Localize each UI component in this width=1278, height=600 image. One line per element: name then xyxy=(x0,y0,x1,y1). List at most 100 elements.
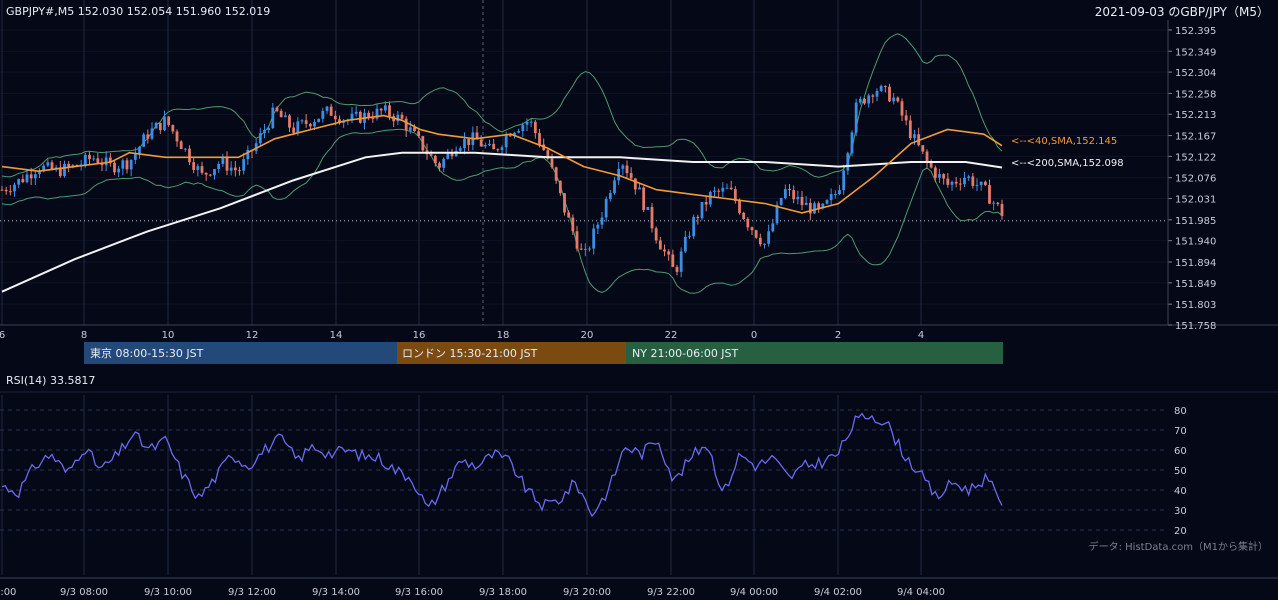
candle-body xyxy=(350,113,354,121)
candle-body xyxy=(133,153,137,160)
candle-body xyxy=(146,134,150,139)
rsi-tick-label: 30 xyxy=(1174,506,1187,517)
candle-body xyxy=(688,236,691,238)
candle-body xyxy=(317,118,321,122)
price-tick-label: 152.304 xyxy=(1175,68,1216,79)
candle-body xyxy=(958,183,962,185)
candle-body xyxy=(558,180,562,194)
candle-body xyxy=(938,174,941,178)
bollinger-bands xyxy=(1,33,1003,294)
candle-body xyxy=(475,132,479,140)
candle-body xyxy=(358,111,362,123)
hour-tick-label: 10 xyxy=(162,330,175,341)
session-bar: 東京 08:00-15:30 JST ロンドン 15:30-21:00 JST … xyxy=(84,342,1003,364)
bollinger-upper xyxy=(1,33,1003,178)
candle-body xyxy=(525,121,529,125)
candle-body xyxy=(371,117,375,119)
candle-body xyxy=(988,185,991,204)
candle-body xyxy=(29,174,33,179)
candle-body xyxy=(142,134,146,147)
session-ny xyxy=(626,342,1003,364)
candle-body xyxy=(46,162,50,166)
hour-tick-label: 6 xyxy=(0,330,5,341)
candle-body xyxy=(129,159,133,170)
candle-body xyxy=(196,166,200,170)
candle-body xyxy=(88,154,91,160)
time-tick-label: 9/4 04:00 xyxy=(897,587,945,598)
rsi-tick-label: 80 xyxy=(1174,406,1187,417)
hour-tick-label: 4 xyxy=(918,330,924,341)
candle-body xyxy=(325,106,329,111)
ohlc-title: GBPJPY#,M5 152.030 152.054 151.960 152.0… xyxy=(6,5,270,18)
candle-body xyxy=(246,149,250,160)
candle-body xyxy=(933,167,937,178)
candle-body xyxy=(104,157,108,166)
candle-body xyxy=(200,166,204,173)
candle-body xyxy=(33,174,37,179)
rsi-axis: 80 70 60 50 40 30 20 xyxy=(1174,406,1187,537)
candle-body xyxy=(833,194,837,196)
candle-body xyxy=(863,98,866,104)
candle-body xyxy=(204,172,208,175)
time-tick-label: 9/3 14:00 xyxy=(312,587,360,598)
hour-tick-label: 14 xyxy=(330,330,343,341)
candle-body xyxy=(800,196,804,206)
candle-body xyxy=(975,184,979,186)
rsi-grid xyxy=(0,391,1278,579)
candle-body xyxy=(717,190,721,192)
candle-body xyxy=(175,131,179,142)
candle-body xyxy=(167,116,171,125)
time-tick-label: 9/4 02:00 xyxy=(814,587,862,598)
candle-body xyxy=(263,130,266,134)
candle-body xyxy=(183,148,187,150)
candle-body xyxy=(404,118,408,131)
candle-body xyxy=(496,149,500,151)
candle-body xyxy=(963,177,966,185)
candle-body xyxy=(946,178,950,185)
candle-body xyxy=(463,139,466,149)
candle-body xyxy=(71,164,75,167)
candle-body xyxy=(921,145,925,152)
candle-body xyxy=(696,216,700,219)
candle-body xyxy=(967,176,971,178)
candle-body xyxy=(13,184,16,192)
candle-body xyxy=(808,202,812,214)
candle-body xyxy=(188,148,191,163)
candle-body xyxy=(563,193,566,213)
candle-body xyxy=(908,120,912,139)
candle-body xyxy=(304,120,308,124)
price-axis: 152.395 152.349 152.304 152.258 152.213 152.1… xyxy=(1167,20,1216,332)
session-london xyxy=(397,342,626,364)
hour-tick-label: 16 xyxy=(413,330,426,341)
candle-body xyxy=(333,115,337,120)
candle-body xyxy=(375,108,379,119)
candle-body xyxy=(192,162,196,170)
time-tick-label: 9/3 08:00 xyxy=(60,587,108,598)
candle-body xyxy=(675,266,679,272)
candle-body xyxy=(213,169,216,176)
candle-body xyxy=(588,248,591,250)
candle-body xyxy=(229,167,233,171)
candle-body xyxy=(629,173,633,179)
candle-body xyxy=(842,170,846,191)
candle-body xyxy=(879,85,883,91)
candle-body xyxy=(679,251,683,272)
candle-body xyxy=(488,143,491,146)
hour-tick-label: 18 xyxy=(497,330,510,341)
rsi-series-line xyxy=(1,412,1003,518)
candle-body xyxy=(683,236,687,252)
price-tick-label: 151.758 xyxy=(1175,321,1216,332)
hour-tick-label: 0 xyxy=(751,330,757,341)
time-tick-label: 9/4 00:00 xyxy=(730,587,778,598)
candle-body xyxy=(367,112,371,118)
candle-body xyxy=(483,145,487,147)
candle-body xyxy=(396,114,400,122)
price-tick-label: 152.076 xyxy=(1175,174,1216,185)
candle-body xyxy=(83,154,87,165)
candle-body xyxy=(442,158,446,168)
candle-body xyxy=(96,158,100,164)
candle-body xyxy=(179,141,183,150)
candle-body xyxy=(950,181,954,185)
candle-body xyxy=(296,121,300,133)
candle-body xyxy=(904,115,908,121)
